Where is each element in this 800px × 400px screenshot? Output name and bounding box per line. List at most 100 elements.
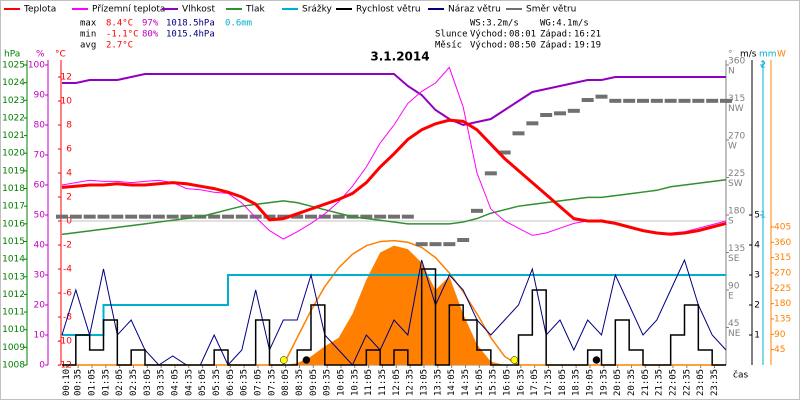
direction-point xyxy=(388,214,400,219)
direction-point xyxy=(277,214,290,219)
compass-label: NW xyxy=(728,104,744,114)
stat-text: 1018.5hPa xyxy=(166,19,215,29)
chart-title: 3.1.2014 xyxy=(370,50,429,64)
x-tick-label: 17:05 xyxy=(530,369,540,396)
x-tick-label: 11:05 xyxy=(364,369,374,396)
y-tick-label: -10 xyxy=(57,337,72,347)
direction-point xyxy=(305,214,317,219)
legend-label: Rychlost větru xyxy=(356,5,421,15)
y-tick-label: 1023 xyxy=(2,96,25,106)
astro-text: Slunce xyxy=(435,30,468,40)
y-tick-label: 90 xyxy=(34,91,46,101)
direction-point xyxy=(318,214,331,219)
x-tick-label: 22:05 xyxy=(668,369,678,396)
x-axis-label: čas xyxy=(733,370,748,381)
y-tick-label: 360 xyxy=(774,238,791,248)
y-tick-label: 1012 xyxy=(2,290,25,300)
x-tick-label: 23:05 xyxy=(696,369,706,396)
y-tick-label: 1013 xyxy=(2,272,25,282)
y-tick-label: -2 xyxy=(63,241,72,251)
y-tick-label: 50 xyxy=(34,211,46,221)
direction-point xyxy=(332,214,345,219)
stat-text: 1015.4hPa xyxy=(166,30,215,40)
legend-label: Teplota xyxy=(23,5,56,15)
stat-text: 97% xyxy=(142,19,159,29)
compass-label: E xyxy=(728,292,734,302)
x-tick-label: 01:05 xyxy=(87,369,97,396)
x-tick-label: 16:35 xyxy=(516,369,526,396)
direction-point xyxy=(443,242,456,247)
y-tick-label: 1014 xyxy=(2,255,25,265)
direction-point xyxy=(664,98,677,103)
axis-unit: m/s xyxy=(740,50,757,60)
y-tick-label: 1016 xyxy=(2,219,25,229)
x-tick-label: 13:05 xyxy=(419,369,429,396)
direction-point xyxy=(692,98,705,103)
x-tick-label: 02:35 xyxy=(129,369,139,396)
direction-point xyxy=(623,98,636,103)
y-tick-label: 1022 xyxy=(2,113,25,123)
y-tick-label: 180 xyxy=(728,207,745,217)
compass-label: S xyxy=(728,217,734,227)
x-tick-label: 12:35 xyxy=(406,369,416,396)
x-tick-label: 14:05 xyxy=(447,369,457,396)
x-tick-label: 16:05 xyxy=(502,369,512,396)
y-tick-label: 4 xyxy=(66,169,72,179)
astro-text: 08:01 xyxy=(509,30,536,40)
x-tick-label: 20:05 xyxy=(613,369,623,396)
moon-rise-marker xyxy=(302,356,311,364)
x-tick-label: 20:35 xyxy=(627,369,637,396)
x-tick-label: 21:05 xyxy=(641,369,651,396)
direction-point xyxy=(69,214,82,219)
y-tick-label: 3 xyxy=(754,271,760,281)
direction-point xyxy=(554,111,566,116)
stat-text: 0.6mm xyxy=(225,19,252,29)
x-tick-label: 01:35 xyxy=(101,369,111,396)
direction-point xyxy=(139,214,151,219)
x-tick-label: 04:05 xyxy=(170,369,180,396)
y-tick-label: -4 xyxy=(63,265,72,275)
y-tick-label: 20 xyxy=(34,301,46,311)
sun-rise-marker xyxy=(280,356,288,364)
astro-text: Měsíc xyxy=(435,41,462,51)
y-tick-label: 360 xyxy=(728,57,745,67)
y-tick-label: 40 xyxy=(34,241,46,251)
y-tick-label: 0 xyxy=(39,361,45,371)
legend-label: Srážky xyxy=(302,5,333,15)
direction-point xyxy=(526,121,539,126)
direction-point xyxy=(415,242,428,247)
y-tick-label: 270 xyxy=(774,268,791,278)
x-tick-label: 22:35 xyxy=(682,369,692,396)
x-tick-label: 08:35 xyxy=(295,369,305,396)
y-tick-label: 1019 xyxy=(2,166,25,176)
wind-text: WS:3.2m/s xyxy=(470,19,519,29)
stat-text: -1.1°C xyxy=(106,30,139,40)
compass-label: N xyxy=(728,67,735,77)
series-line xyxy=(62,73,726,127)
direction-point xyxy=(263,214,276,219)
direction-point xyxy=(208,214,221,219)
direction-point xyxy=(650,98,663,103)
y-tick-label: 60 xyxy=(34,181,46,191)
x-tick-label: 23:35 xyxy=(710,369,720,396)
y-tick-label: 45 xyxy=(728,319,739,329)
y-tick-label: 0 xyxy=(66,217,72,227)
astro-text: Západ: xyxy=(540,30,573,40)
y-tick-label: 5 xyxy=(754,211,760,221)
series-step xyxy=(62,274,726,336)
series-step xyxy=(62,268,726,366)
y-tick-label: 100 xyxy=(28,61,45,71)
direction-point xyxy=(457,238,470,242)
x-tick-label: 13:35 xyxy=(433,369,443,396)
y-tick-label: 1025 xyxy=(2,61,25,71)
astro-text: Východ: xyxy=(470,30,508,40)
y-tick-label: 2 xyxy=(760,61,766,71)
direction-point xyxy=(720,98,732,103)
y-tick-label: -6 xyxy=(63,289,72,299)
x-tick-label: 17:35 xyxy=(544,369,554,396)
x-tick-label: 06:35 xyxy=(240,369,250,396)
direction-point xyxy=(706,98,719,103)
x-tick-label: 18:05 xyxy=(558,369,568,396)
sun-set-marker xyxy=(510,356,519,364)
radiation-area xyxy=(62,245,726,365)
